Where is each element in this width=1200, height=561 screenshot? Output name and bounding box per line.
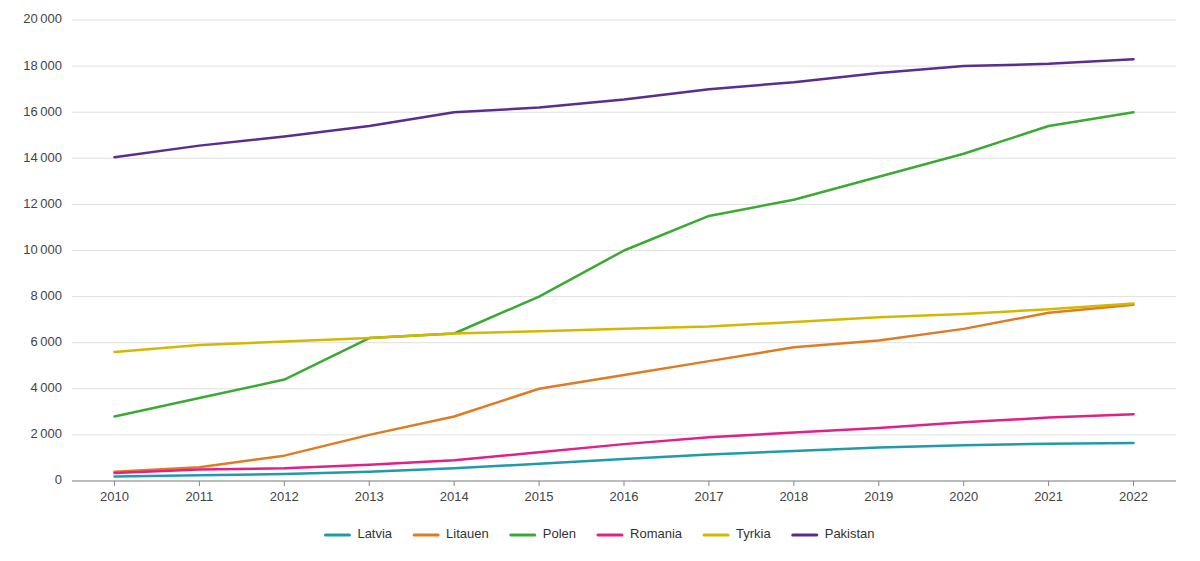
grid-line	[72, 20, 1176, 21]
x-tick-label: 2012	[270, 489, 299, 504]
x-tick	[708, 481, 709, 486]
x-tick-label: 2013	[355, 489, 384, 504]
x-tick-label: 2022	[1119, 489, 1148, 504]
series-line	[114, 414, 1133, 473]
x-tick	[793, 481, 794, 486]
legend-swatch	[704, 534, 728, 537]
lines	[114, 59, 1133, 476]
x-tick-label: 2015	[525, 489, 554, 504]
legend-label: Polen	[543, 526, 576, 541]
legend-item: Litauen	[414, 526, 489, 541]
x-tick	[539, 481, 540, 486]
background	[0, 0, 1200, 561]
x-tick-label: 2018	[779, 489, 808, 504]
series-line	[114, 443, 1133, 476]
x-tick	[1133, 481, 1134, 486]
y-tick-label: 14 000	[23, 150, 62, 165]
legend-label: Litauen	[446, 526, 489, 541]
grid-line	[72, 434, 1176, 435]
y-tick-label: 4 000	[30, 380, 62, 395]
x-tick	[624, 481, 625, 486]
legend-item: Pakistan	[793, 526, 875, 541]
x-tick	[284, 481, 285, 486]
series-line	[114, 59, 1133, 157]
y-tick-label: 10 000	[23, 242, 62, 257]
x-tick-label: 2019	[864, 489, 893, 504]
x-tick-label: 2010	[100, 489, 129, 504]
y-grid	[72, 20, 1176, 481]
x-tick	[1048, 481, 1049, 486]
grid-line	[72, 204, 1176, 205]
y-tick-label: 18 000	[23, 58, 62, 73]
legend-label: Romania	[630, 526, 683, 541]
legend-label: Tyrkia	[736, 526, 771, 541]
legend-swatch	[511, 534, 535, 537]
y-tick-label: 8 000	[30, 288, 62, 303]
series-line	[114, 304, 1133, 352]
legend-label: Latvia	[357, 526, 392, 541]
grid-line	[72, 296, 1176, 297]
x-tick	[878, 481, 879, 486]
legend: Latvia Litauen Polen Romania Tyrkia Pakistan	[325, 526, 874, 541]
y-tick-label: 2 000	[30, 426, 62, 441]
x-tick-label: 2017	[694, 489, 723, 504]
legend-item: Romania	[598, 526, 683, 541]
x-tick-label: 2021	[1034, 489, 1063, 504]
y-tick-label: 0	[55, 472, 62, 487]
legend-item: Tyrkia	[704, 526, 771, 541]
legend-swatch	[598, 534, 622, 537]
x-tick	[114, 481, 115, 486]
y-tick-label: 12 000	[23, 196, 62, 211]
legend-item: Polen	[511, 526, 576, 541]
grid-line	[72, 112, 1176, 113]
x-tick	[454, 481, 455, 486]
x-tick-label: 2020	[949, 489, 978, 504]
x-tick-label: 2014	[440, 489, 469, 504]
y-tick-label: 16 000	[23, 104, 62, 119]
legend-swatch	[793, 534, 817, 537]
x-tick	[963, 481, 964, 486]
x-tick	[199, 481, 200, 486]
grid-line	[72, 158, 1176, 159]
x-tick-label: 2016	[610, 489, 639, 504]
series-line	[114, 112, 1133, 416]
legend-item: Latvia	[325, 526, 392, 541]
x-tick	[369, 481, 370, 486]
legend-label: Pakistan	[825, 526, 875, 541]
chart: 0 2 000 4 000 6 000 8 000 10 000 12 000 14 000 1…	[0, 0, 1200, 561]
y-tick-label: 20 000	[23, 11, 62, 26]
legend-swatch	[325, 534, 349, 537]
y-tick-label: 6 000	[30, 334, 62, 349]
x-tick-label: 2011	[185, 489, 213, 504]
legend-swatch	[414, 534, 438, 537]
